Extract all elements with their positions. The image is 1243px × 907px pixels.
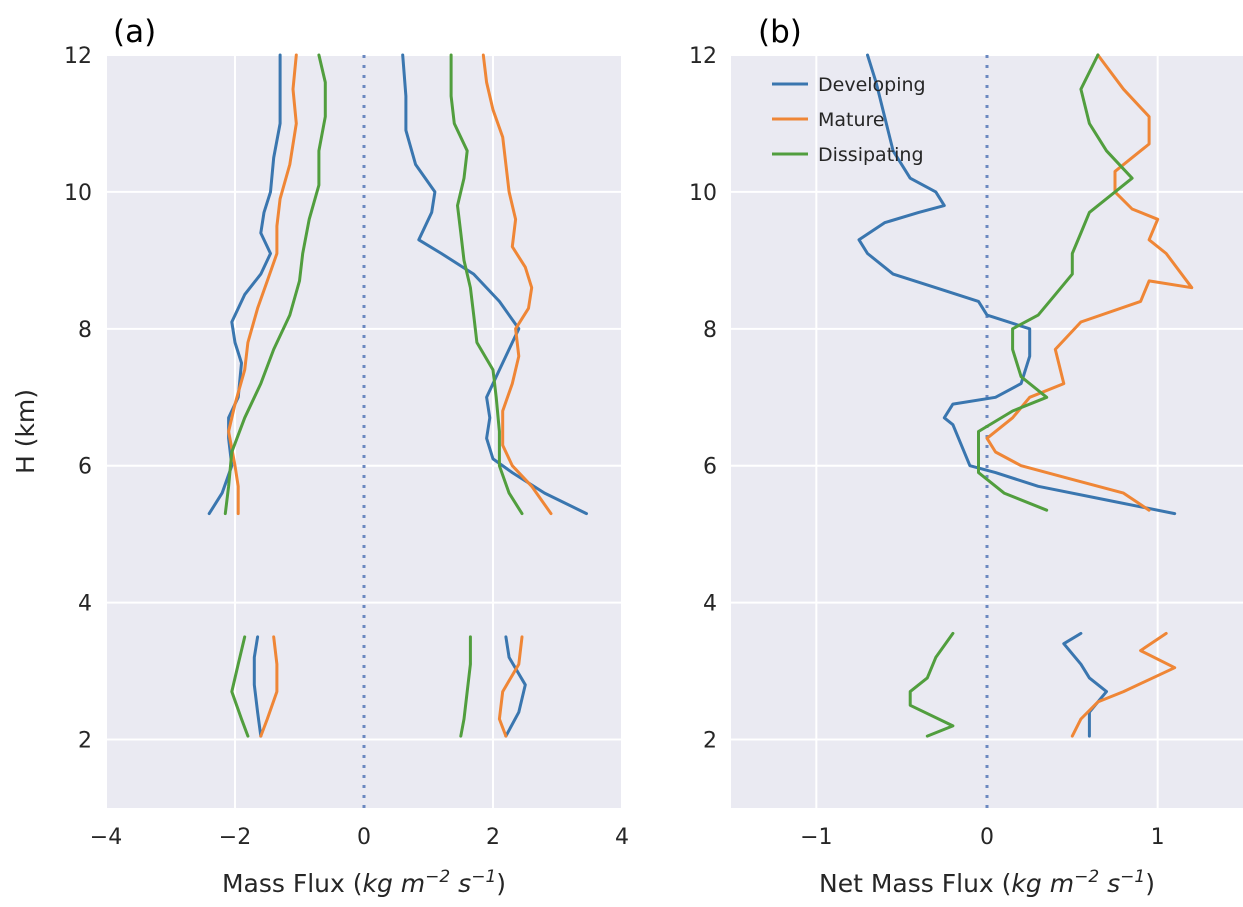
y-tick-label: 8 — [78, 318, 92, 343]
y-tick-label: 2 — [703, 729, 717, 754]
plot-area — [106, 55, 622, 808]
series-line-dissipating — [977, 53, 1134, 512]
x-tick-label: −4 — [90, 825, 122, 850]
series-line-developing — [504, 635, 527, 738]
series-line-developing — [857, 53, 1177, 516]
y-tick-label: 6 — [78, 455, 92, 480]
series-line-dissipating — [230, 635, 250, 738]
y-tick-label: 4 — [703, 592, 717, 617]
x-axis-label: Net Mass Flux (kg m−2 s−1) — [819, 867, 1155, 898]
x-tick-label: 4 — [615, 825, 629, 850]
series-line-dissipating — [223, 53, 327, 516]
legend-label-developing: Developing — [818, 74, 926, 96]
x-tick-label: 1 — [1151, 825, 1165, 850]
y-tick-label: 8 — [703, 318, 717, 343]
legend-label-mature: Mature — [818, 109, 885, 131]
x-tick-label: 2 — [486, 825, 500, 850]
y-tick-label: 12 — [689, 44, 717, 69]
series-line-dissipating — [459, 635, 472, 738]
panel-label: (b) — [758, 14, 802, 50]
y-tick-label: 6 — [703, 455, 717, 480]
series-line-developing — [401, 53, 588, 516]
legend-label-dissipating: Dissipating — [818, 144, 924, 166]
panel-a: −4 −2 0 2 4 2 4 6 8 10 12 Mass Flux (kg m−2 s−1) H (… — [11, 14, 629, 898]
x-axis-label: Mass Flux (kg m−2 s−1) — [222, 867, 506, 898]
series-line-mature — [259, 635, 279, 738]
y-tick-label: 12 — [64, 44, 92, 69]
x-tick-label: 0 — [980, 825, 994, 850]
panel-label: (a) — [113, 14, 156, 50]
y-tick-label: 4 — [78, 592, 92, 617]
series-line-developing — [252, 635, 263, 738]
series-line-mature — [1070, 631, 1177, 738]
x-tick-label: −2 — [219, 825, 251, 850]
y-tick-label: 10 — [689, 181, 717, 206]
y-tick-label: 2 — [78, 729, 92, 754]
x-tick-label: −1 — [800, 825, 832, 850]
series-line-mature — [497, 635, 524, 738]
legend: Developing Mature Dissipating — [772, 74, 926, 166]
x-tick-label: 0 — [357, 825, 371, 850]
y-tick-label: 10 — [64, 181, 92, 206]
series-line-dissipating — [449, 53, 524, 516]
series-line-mature — [481, 53, 553, 516]
y-axis-label: H (km) — [11, 389, 40, 474]
series-line-dissipating — [908, 631, 955, 738]
